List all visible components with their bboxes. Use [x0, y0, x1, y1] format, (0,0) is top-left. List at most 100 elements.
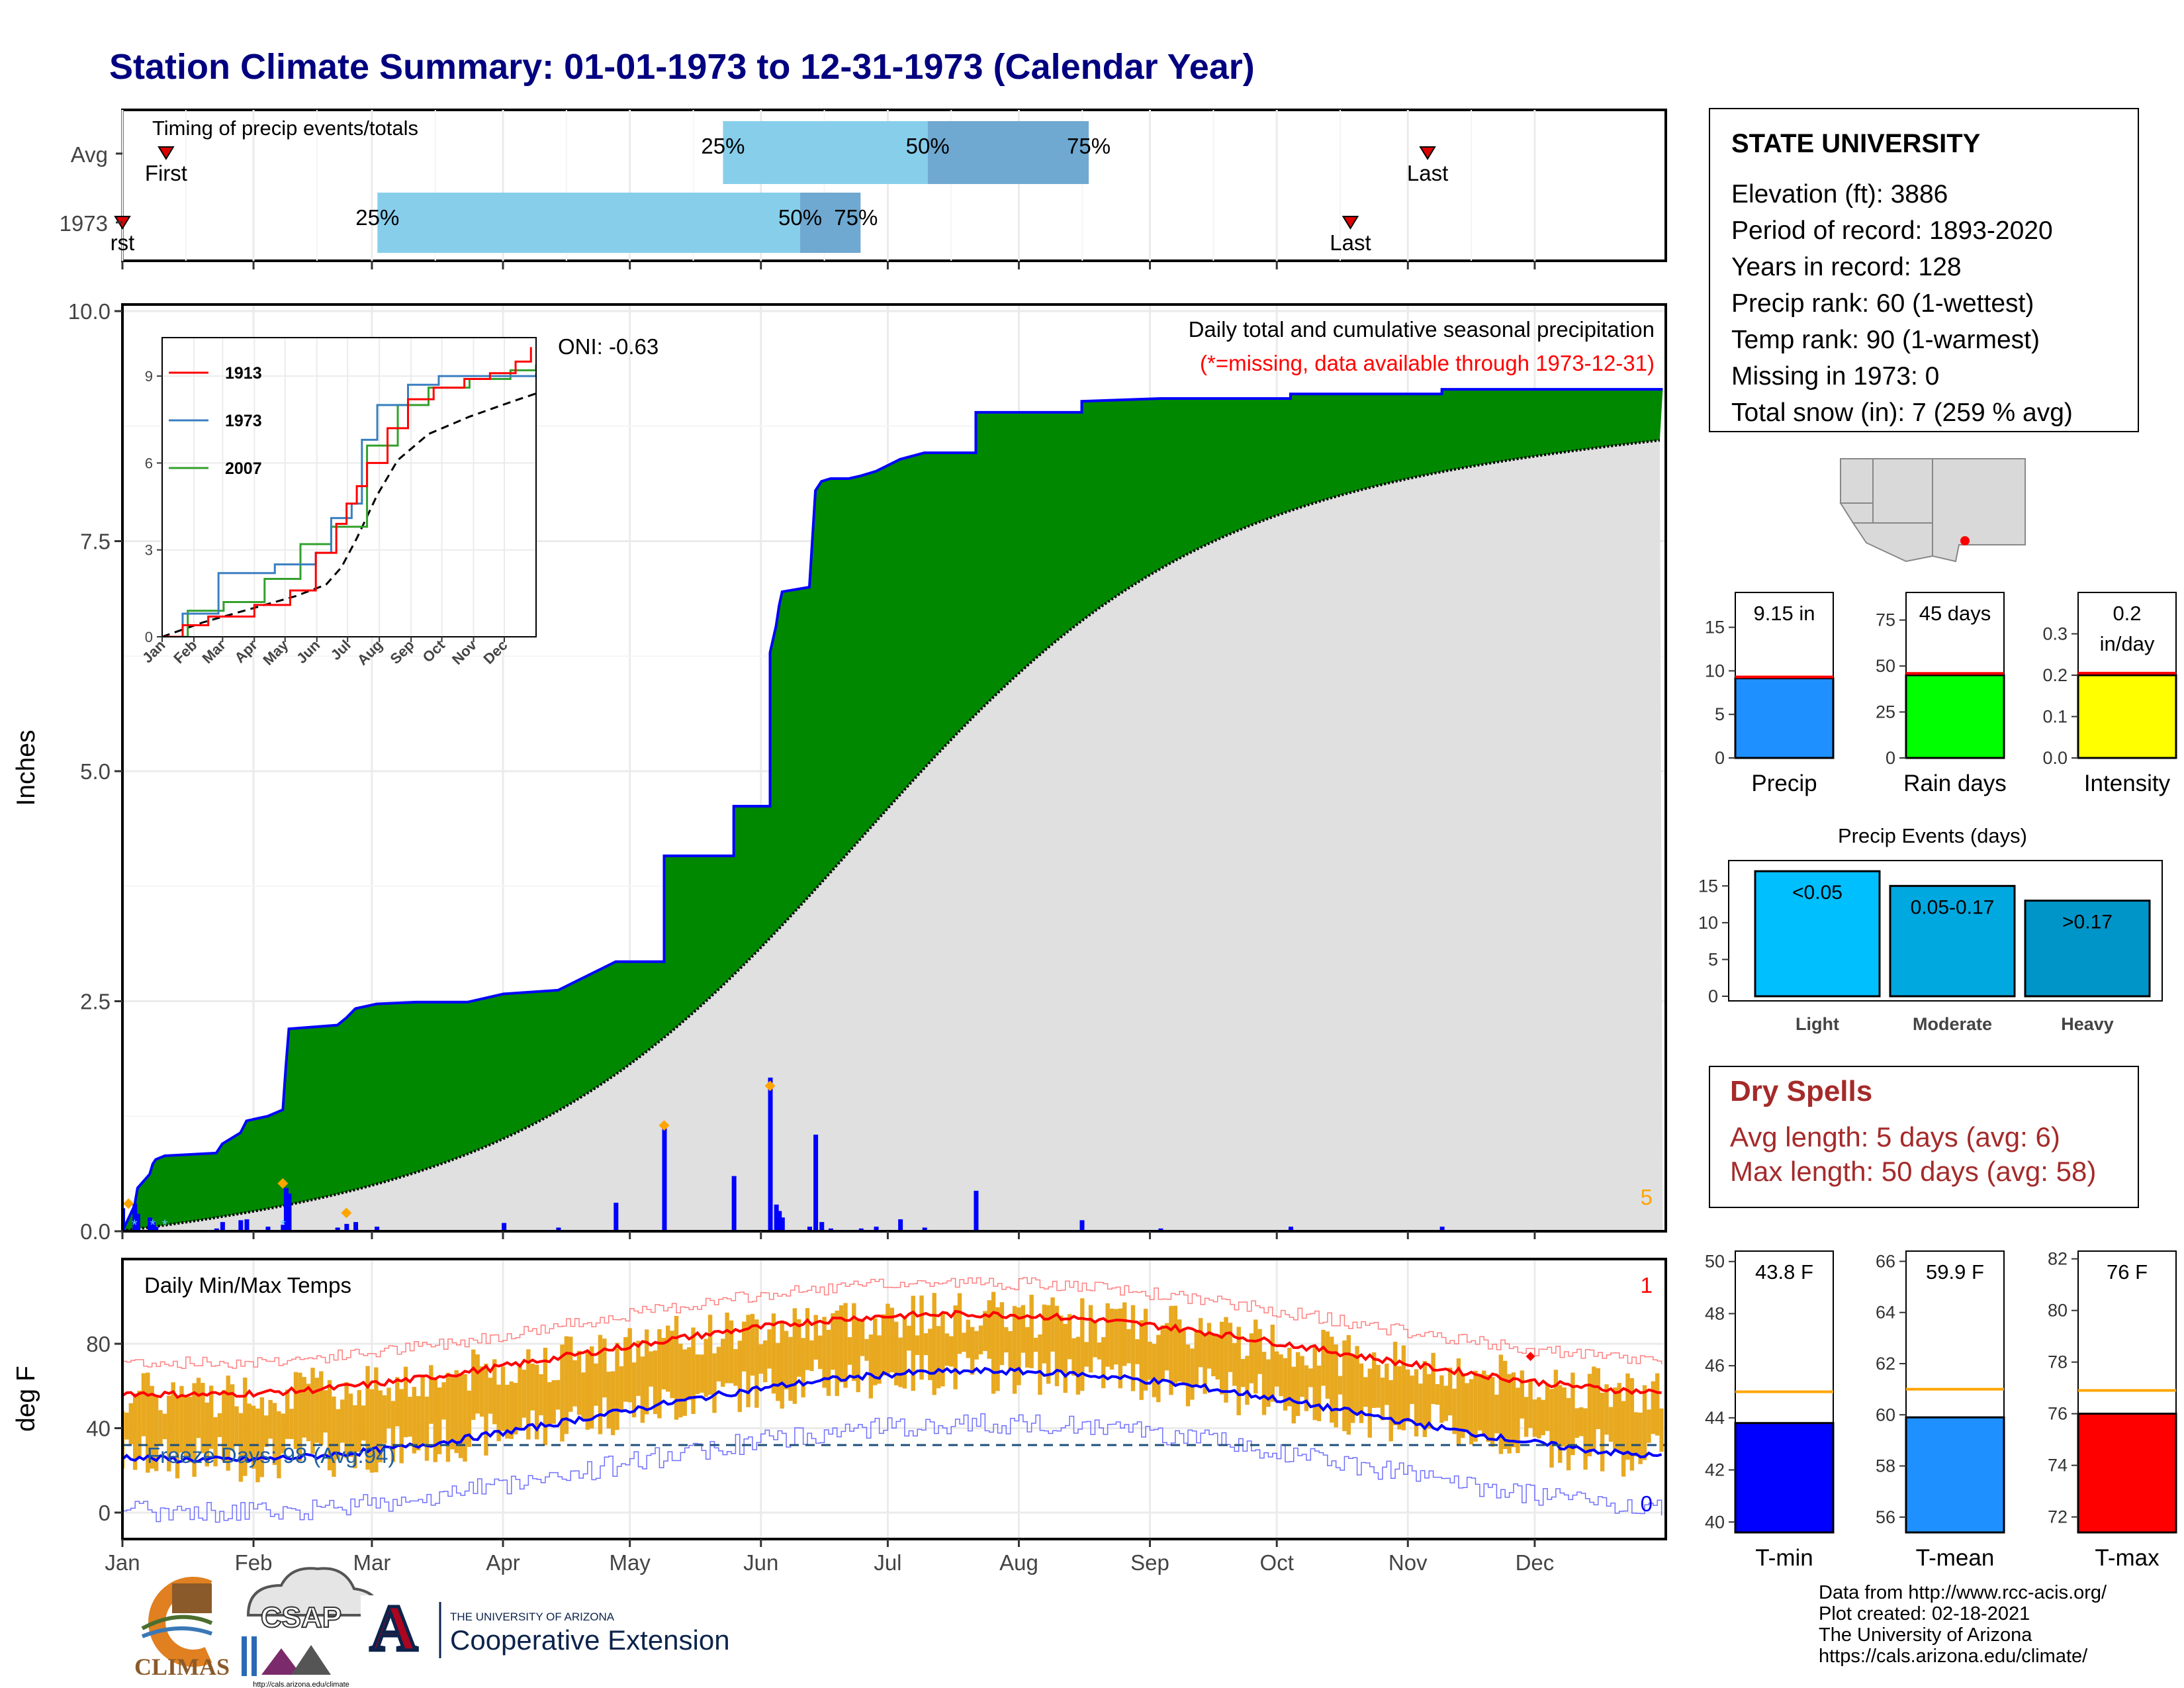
daily-temp-range-bar [1181, 1330, 1186, 1385]
month-tick-label: Apr [486, 1550, 520, 1575]
daily-temp-range-bar [488, 1378, 493, 1414]
inset-legend-label: 2007 [225, 459, 262, 478]
daily-temp-range-bar [704, 1338, 708, 1397]
daily-precip-bar [1289, 1227, 1294, 1231]
precip-y-tick-label: 10.0 [68, 299, 111, 324]
timing-row-label-1973: 1973 [60, 211, 108, 236]
daily-temp-range-bar [1029, 1294, 1034, 1368]
daily-temp-range-bar [788, 1336, 793, 1401]
daily-temp-range-bar [281, 1413, 285, 1454]
tmean-y-tick-label: 56 [1876, 1507, 1895, 1527]
daily-temp-range-bar [1655, 1373, 1660, 1436]
daily-temp-range-bar [1215, 1335, 1220, 1380]
daily-temp-range-bar [1143, 1309, 1148, 1391]
daily-temp-range-bar [822, 1317, 827, 1388]
daily-temp-range-bar [1139, 1320, 1144, 1400]
daily-temp-range-bar [1385, 1363, 1389, 1405]
daily-temp-range-bar [1291, 1366, 1296, 1424]
daily-temp-range-bar [746, 1315, 751, 1407]
tmax-y-tick-label: 72 [2048, 1507, 2068, 1527]
rain-days-y-tick-label: 25 [1876, 702, 1895, 722]
events-category-label: Light [1796, 1014, 1839, 1034]
daily-temp-range-bar [1253, 1319, 1258, 1394]
daily-temp-range-bar [1033, 1337, 1038, 1352]
temp-y-tick-label: 0 [99, 1501, 111, 1525]
daily-precip-bar [1439, 1227, 1445, 1231]
tmax-value-label: 76 F [2107, 1260, 2148, 1284]
daily-temp-range-bar [222, 1389, 226, 1462]
daily-temp-range-bar [564, 1336, 569, 1434]
daily-temp-range-bar [1219, 1321, 1224, 1395]
daily-temp-range-bar [725, 1312, 729, 1383]
timing-grid [121, 110, 1536, 269]
inset-y-tick-label: 6 [145, 455, 153, 471]
precip-y-tick-label: 0 [1715, 748, 1725, 768]
daily-temp-range-bar [1080, 1298, 1085, 1391]
daily-precip-bar [922, 1227, 927, 1231]
daily-temp-range-bar [424, 1396, 430, 1461]
daily-temp-range-bar [856, 1320, 860, 1393]
tmin-y-tick-label: 50 [1705, 1252, 1725, 1272]
daily-temp-range-bar [1346, 1335, 1351, 1435]
daily-temp-range-bar [665, 1325, 670, 1392]
inset-y-tick-label: 9 [145, 368, 153, 385]
daily-temp-range-bar [983, 1311, 987, 1351]
daily-temp-range-bar [154, 1396, 159, 1472]
daily-temp-range-bar [936, 1326, 941, 1389]
tmean-value-label: 59.9 F [1926, 1260, 1984, 1284]
daily-temp-range-bar [1465, 1383, 1469, 1432]
daily-temp-range-bar [733, 1349, 738, 1386]
daily-temp-range-bar [674, 1315, 679, 1420]
daily-temp-range-bar [889, 1307, 895, 1373]
csap-logo-text: CSAP [261, 1601, 341, 1634]
daily-temp-range-bar [484, 1363, 488, 1456]
daily-temp-range-bar [911, 1295, 915, 1391]
daily-temp-range-bar [1245, 1356, 1250, 1405]
daily-temp-range-bar [678, 1343, 683, 1418]
tmean-category-label: T-mean [1916, 1545, 1995, 1571]
precip-y-axis-label: Inches [12, 730, 40, 806]
daily-precip-bar [858, 1228, 864, 1231]
daily-temp-range-bar [1351, 1354, 1355, 1423]
daily-temp-range-bar [1185, 1344, 1191, 1407]
daily-temp-range-bar [907, 1325, 911, 1351]
daily-temp-range-bar [852, 1303, 856, 1382]
daily-temp-range-bar [1059, 1315, 1064, 1372]
daily-temp-range-bar [1456, 1358, 1461, 1445]
station-period: Period of record: 1893-2020 [1731, 216, 2053, 245]
precip-events-chart: Precip Events (days) 0 5 10 15 <0.05 Light 0.0… [1698, 824, 2163, 1034]
daily-temp-range-bar [860, 1319, 865, 1356]
daily-temp-range-bar [1321, 1329, 1326, 1386]
daily-temp-range-bar [408, 1397, 412, 1437]
daily-temp-range-bar [1431, 1352, 1435, 1405]
normal-min-line [122, 1366, 1662, 1464]
daily-temp-range-bar [762, 1340, 768, 1383]
daily-temp-range-bar [175, 1396, 180, 1479]
daily-temp-range-bar [1257, 1329, 1262, 1374]
daily-temp-range-bar [1071, 1338, 1076, 1376]
daily-precip-bar [780, 1217, 785, 1231]
daily-temp-range-bar [509, 1381, 514, 1439]
daily-temp-range-bar [813, 1315, 819, 1360]
daily-temp-range-bar [390, 1401, 396, 1462]
precip-category-label: Precip [1751, 771, 1817, 796]
tmax-y-tick-label: 74 [2048, 1456, 2068, 1476]
daily-temp-range-bar [1528, 1380, 1533, 1429]
daily-temp-range-bar [1114, 1309, 1118, 1365]
temp-y-tick-label: 40 [86, 1417, 111, 1441]
dry-spells-title: Dry Spells [1730, 1075, 1873, 1107]
daily-temp-range-bar [238, 1413, 244, 1482]
daily-temp-range-bar [1617, 1383, 1621, 1452]
daily-temp-range-bar [1516, 1387, 1520, 1454]
daily-temp-range-bar [251, 1405, 256, 1469]
daily-temp-range-bar [1443, 1385, 1448, 1421]
intensity-y-tick-label: 0.3 [2042, 624, 2068, 644]
daily-temp-range-bar [1118, 1308, 1123, 1389]
daily-precip-bar [768, 1077, 773, 1231]
daily-temp-range-bar [323, 1390, 328, 1433]
daily-temp-range-bar [433, 1379, 437, 1462]
daily-temp-range-bar [754, 1319, 759, 1408]
daily-temp-range-bar [1093, 1320, 1097, 1358]
daily-temp-range-bar [555, 1380, 561, 1410]
